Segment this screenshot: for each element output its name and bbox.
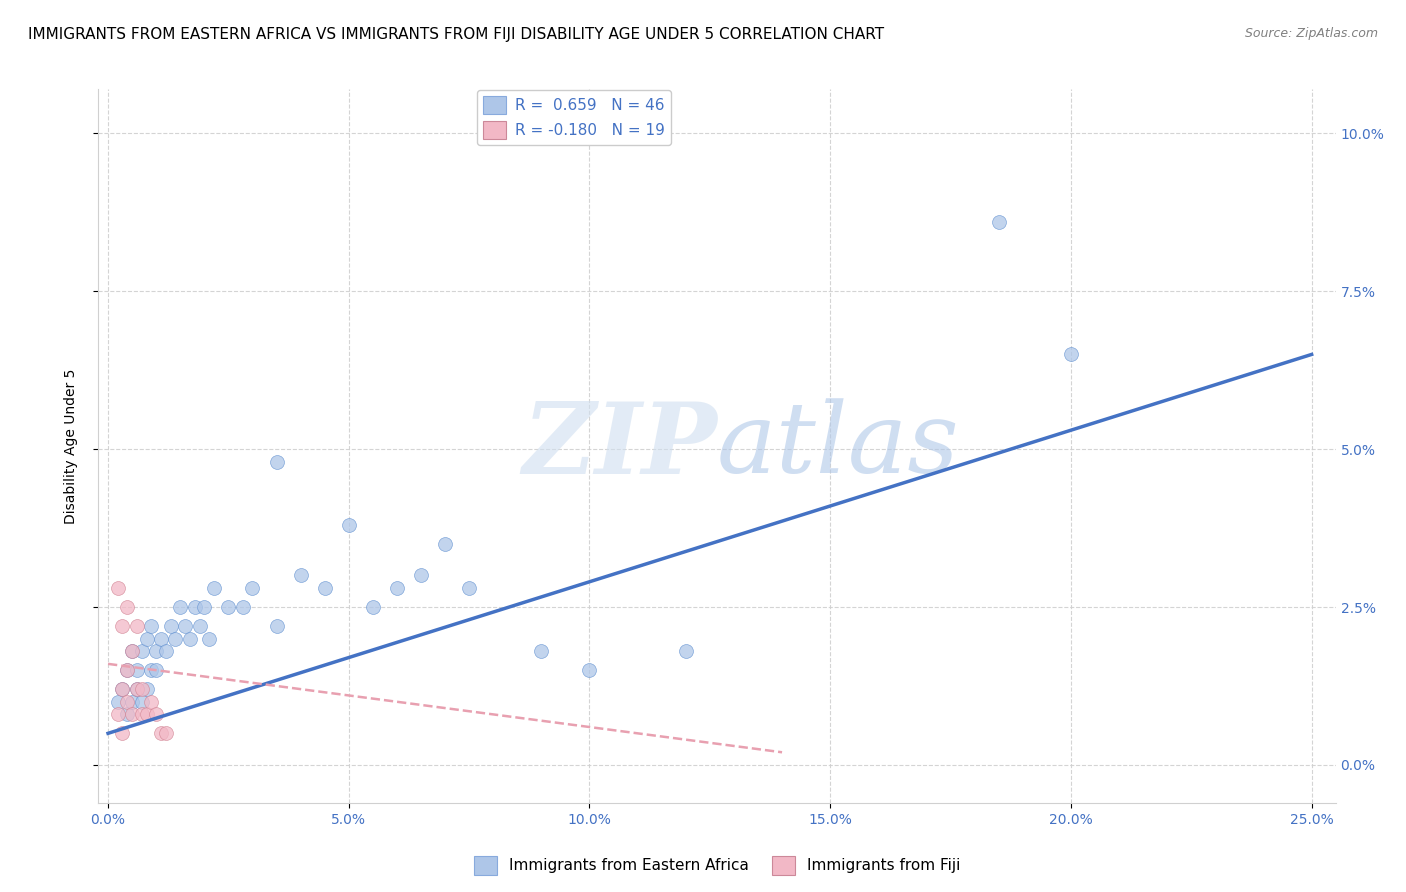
Point xyxy=(121,695,143,709)
Point xyxy=(111,619,134,633)
Point xyxy=(125,663,148,677)
Point xyxy=(117,663,139,677)
Point xyxy=(987,215,1010,229)
Point xyxy=(135,632,157,646)
Point xyxy=(578,663,600,677)
Point xyxy=(159,619,181,633)
Point xyxy=(131,695,153,709)
Point xyxy=(125,619,148,633)
Point xyxy=(121,644,143,658)
Point xyxy=(675,644,697,658)
Point xyxy=(135,682,157,697)
Point xyxy=(121,644,143,658)
Point xyxy=(266,455,288,469)
Text: atlas: atlas xyxy=(717,399,960,493)
Point xyxy=(141,695,163,709)
Point xyxy=(150,726,173,740)
Point xyxy=(409,568,432,582)
Legend: Immigrants from Eastern Africa, Immigrants from Fiji: Immigrants from Eastern Africa, Immigran… xyxy=(468,850,966,880)
Point xyxy=(242,581,264,595)
Point xyxy=(434,537,457,551)
Point xyxy=(337,517,360,532)
Point xyxy=(135,707,157,722)
Point xyxy=(141,619,163,633)
Point xyxy=(145,644,167,658)
Point xyxy=(111,726,134,740)
Text: IMMIGRANTS FROM EASTERN AFRICA VS IMMIGRANTS FROM FIJI DISABILITY AGE UNDER 5 CO: IMMIGRANTS FROM EASTERN AFRICA VS IMMIGR… xyxy=(28,27,884,42)
Point xyxy=(232,600,254,615)
Point xyxy=(117,600,139,615)
Point xyxy=(179,632,201,646)
Point xyxy=(1060,347,1083,361)
Point xyxy=(165,632,187,646)
Point xyxy=(193,600,215,615)
Point xyxy=(117,707,139,722)
Point xyxy=(145,663,167,677)
Point xyxy=(458,581,481,595)
Point xyxy=(125,682,148,697)
Point xyxy=(150,632,173,646)
Point xyxy=(198,632,221,646)
Point xyxy=(385,581,408,595)
Point xyxy=(121,707,143,722)
Point xyxy=(530,644,553,658)
Point xyxy=(131,707,153,722)
Point xyxy=(107,707,129,722)
Point xyxy=(107,695,129,709)
Point xyxy=(111,682,134,697)
Point xyxy=(290,568,312,582)
Point xyxy=(202,581,225,595)
Point xyxy=(188,619,211,633)
Point xyxy=(111,682,134,697)
Point xyxy=(117,663,139,677)
Point xyxy=(145,707,167,722)
Point xyxy=(131,682,153,697)
Point xyxy=(141,663,163,677)
Point xyxy=(183,600,205,615)
Point xyxy=(314,581,336,595)
Point xyxy=(169,600,191,615)
Point xyxy=(131,644,153,658)
Point xyxy=(217,600,239,615)
Point xyxy=(125,682,148,697)
Point xyxy=(117,695,139,709)
Y-axis label: Disability Age Under 5: Disability Age Under 5 xyxy=(63,368,77,524)
Text: Source: ZipAtlas.com: Source: ZipAtlas.com xyxy=(1244,27,1378,40)
Point xyxy=(266,619,288,633)
Text: ZIP: ZIP xyxy=(522,398,717,494)
Point xyxy=(361,600,384,615)
Point xyxy=(155,644,177,658)
Point xyxy=(155,726,177,740)
Point xyxy=(107,581,129,595)
Point xyxy=(174,619,197,633)
